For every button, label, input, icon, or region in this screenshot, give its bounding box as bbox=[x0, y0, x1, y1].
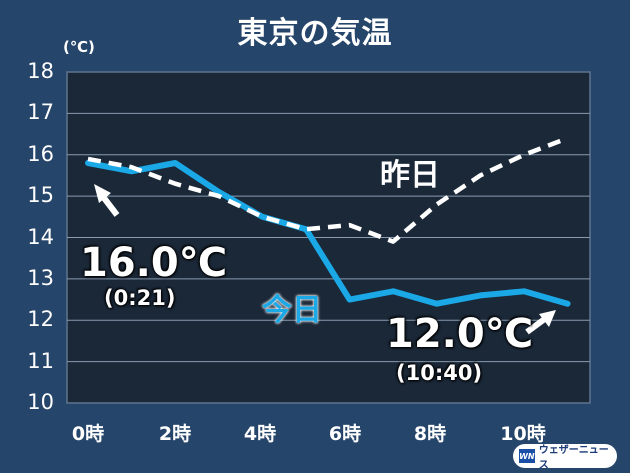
today-line bbox=[85, 160, 571, 307]
x-tick: 10時 bbox=[500, 423, 546, 445]
x-tick: 4時 bbox=[243, 423, 277, 445]
y-tick: 13 bbox=[27, 266, 54, 290]
y-tick: 12 bbox=[27, 307, 54, 331]
logo-text: ウェザーニュース bbox=[538, 445, 609, 471]
legend-today: 今日 bbox=[262, 293, 322, 328]
x-tick: 0時 bbox=[71, 423, 105, 445]
chart-title: 東京の気温 bbox=[237, 16, 393, 51]
weathernews-logo: WN ウェザーニュース bbox=[513, 444, 617, 471]
legend-yesterday: 昨日 bbox=[380, 158, 440, 193]
max-temp-time: (0:21) bbox=[104, 286, 176, 310]
min-temp-time: (10:40) bbox=[396, 361, 483, 385]
y-tick: 18 bbox=[27, 59, 54, 83]
x-tick: 2時 bbox=[158, 423, 192, 445]
x-tick: 8時 bbox=[413, 423, 447, 445]
y-tick: 10 bbox=[27, 390, 54, 414]
min-temp-value: 12.0℃ bbox=[386, 311, 534, 357]
y-tick: 15 bbox=[27, 183, 54, 207]
max-temp-value: 16.0℃ bbox=[80, 240, 228, 286]
x-tick: 6時 bbox=[328, 423, 362, 445]
min-arrow-icon bbox=[525, 310, 556, 335]
y-axis-unit: (℃) bbox=[63, 38, 95, 56]
y-tick: 14 bbox=[27, 225, 54, 249]
y-tick: 16 bbox=[27, 142, 54, 166]
y-tick: 17 bbox=[27, 100, 54, 124]
y-tick: 11 bbox=[27, 349, 54, 373]
wn-logo-icon: WN bbox=[519, 449, 535, 463]
max-arrow-icon bbox=[94, 184, 120, 217]
